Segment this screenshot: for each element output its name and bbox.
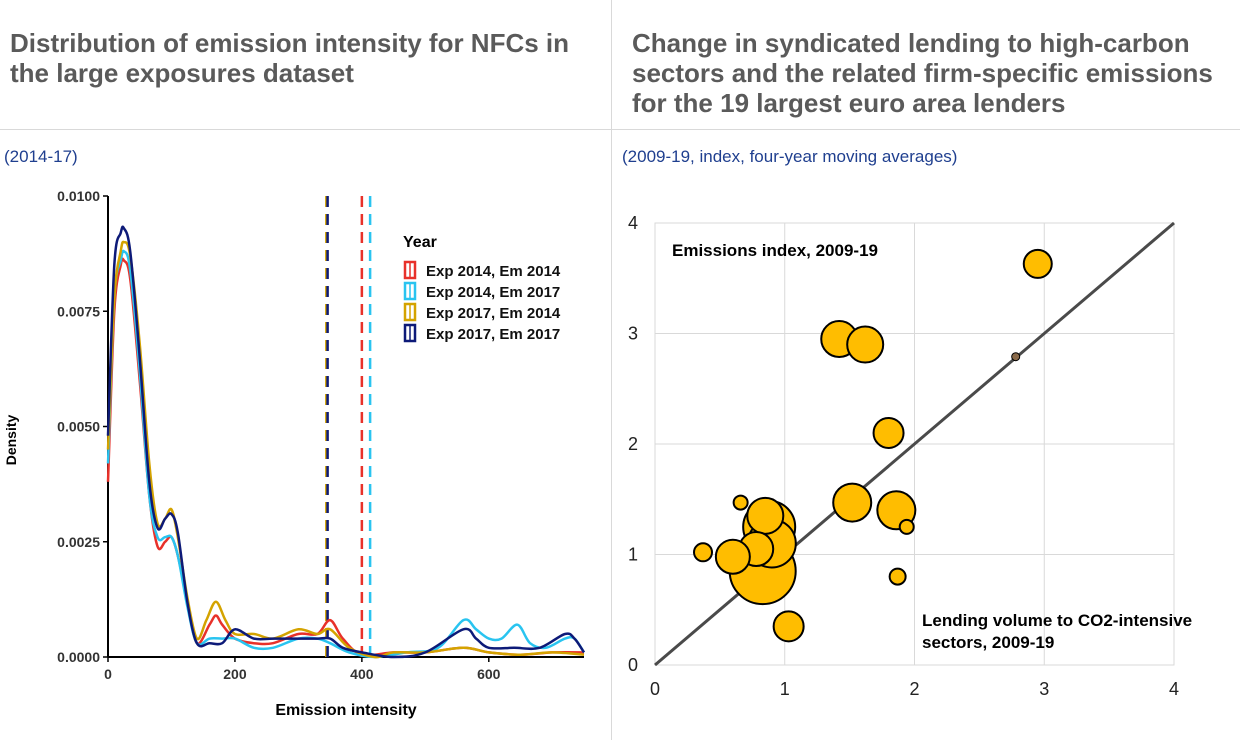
bubble-chart: 0 1 2 3 4 0 1 2 3 4 Emissions index, 2009-19 Len…	[628, 213, 1197, 699]
right-x-tick-label: 0	[650, 679, 660, 699]
left-chart-subtitle: (2014-17)	[4, 147, 78, 166]
left-y-tick-label: 0.0075	[57, 303, 100, 319]
right-chart-title: Change in syndicated lending to high-car…	[632, 28, 1213, 118]
left-y-tick-label: 0.0000	[57, 649, 100, 665]
right-y-tick-label: 0	[628, 655, 638, 675]
legend-label: Exp 2014, Em 2014	[426, 263, 561, 280]
bubble-point	[846, 325, 885, 364]
right-x-tick-label: 1	[780, 679, 790, 699]
right-y-tick-label: 4	[628, 213, 638, 233]
bubble-point	[772, 610, 805, 643]
bubble-point	[746, 496, 785, 535]
legend-label: Exp 2017, Em 2014	[426, 305, 561, 322]
left-x-tick-label: 600	[477, 666, 501, 682]
left-x-axis-label: Emission intensity	[275, 702, 416, 719]
title-divider	[0, 129, 1240, 130]
bubble-point	[714, 538, 751, 575]
right-y-axis-label: Emissions index, 2009-19	[672, 241, 878, 260]
left-x-tick-label: 200	[223, 666, 247, 682]
legend-label: Exp 2014, Em 2017	[426, 284, 560, 301]
right-chart-subtitle: (2009-19, index, four-year moving averag…	[622, 147, 958, 166]
bubble-point	[693, 542, 714, 563]
right-x-tick-label: 3	[1039, 679, 1049, 699]
left-y-axis-label: Density	[3, 415, 19, 466]
left-x-tick-label: 400	[350, 666, 374, 682]
right-x-tick-label: 2	[909, 679, 919, 699]
right-y-tick-label: 2	[628, 434, 638, 454]
left-y-tick-label: 0.0050	[57, 419, 100, 435]
bubble-point	[872, 416, 905, 449]
bubble-point	[1022, 248, 1053, 279]
left-chart-title: Distribution of emission intensity for N…	[10, 28, 570, 88]
density-chart: 0.0000 0.0025 0.0050 0.0075 0.0100 0 200 400 60…	[3, 188, 586, 719]
right-y-tick-label: 3	[628, 324, 638, 344]
left-y-tick-label: 0.0025	[57, 534, 100, 550]
panel-divider	[611, 0, 612, 740]
right-y-tick-label: 1	[628, 545, 638, 565]
density-series-line	[106, 225, 586, 659]
bubble-point	[832, 482, 873, 523]
left-x-tick-label: 0	[104, 666, 112, 682]
left-y-tick-label: 0.0100	[57, 188, 100, 204]
bubble-point	[1011, 352, 1021, 362]
bubble-point	[898, 518, 915, 535]
bubble-point	[888, 567, 907, 586]
right-x-tick-label: 4	[1169, 679, 1179, 699]
legend-title: Year	[403, 234, 437, 251]
right-x-axis-label: Lending volume to CO2-intensive sectors,…	[922, 611, 1197, 652]
bubble-point	[732, 494, 749, 511]
legend-label: Exp 2017, Em 2017	[426, 326, 560, 343]
